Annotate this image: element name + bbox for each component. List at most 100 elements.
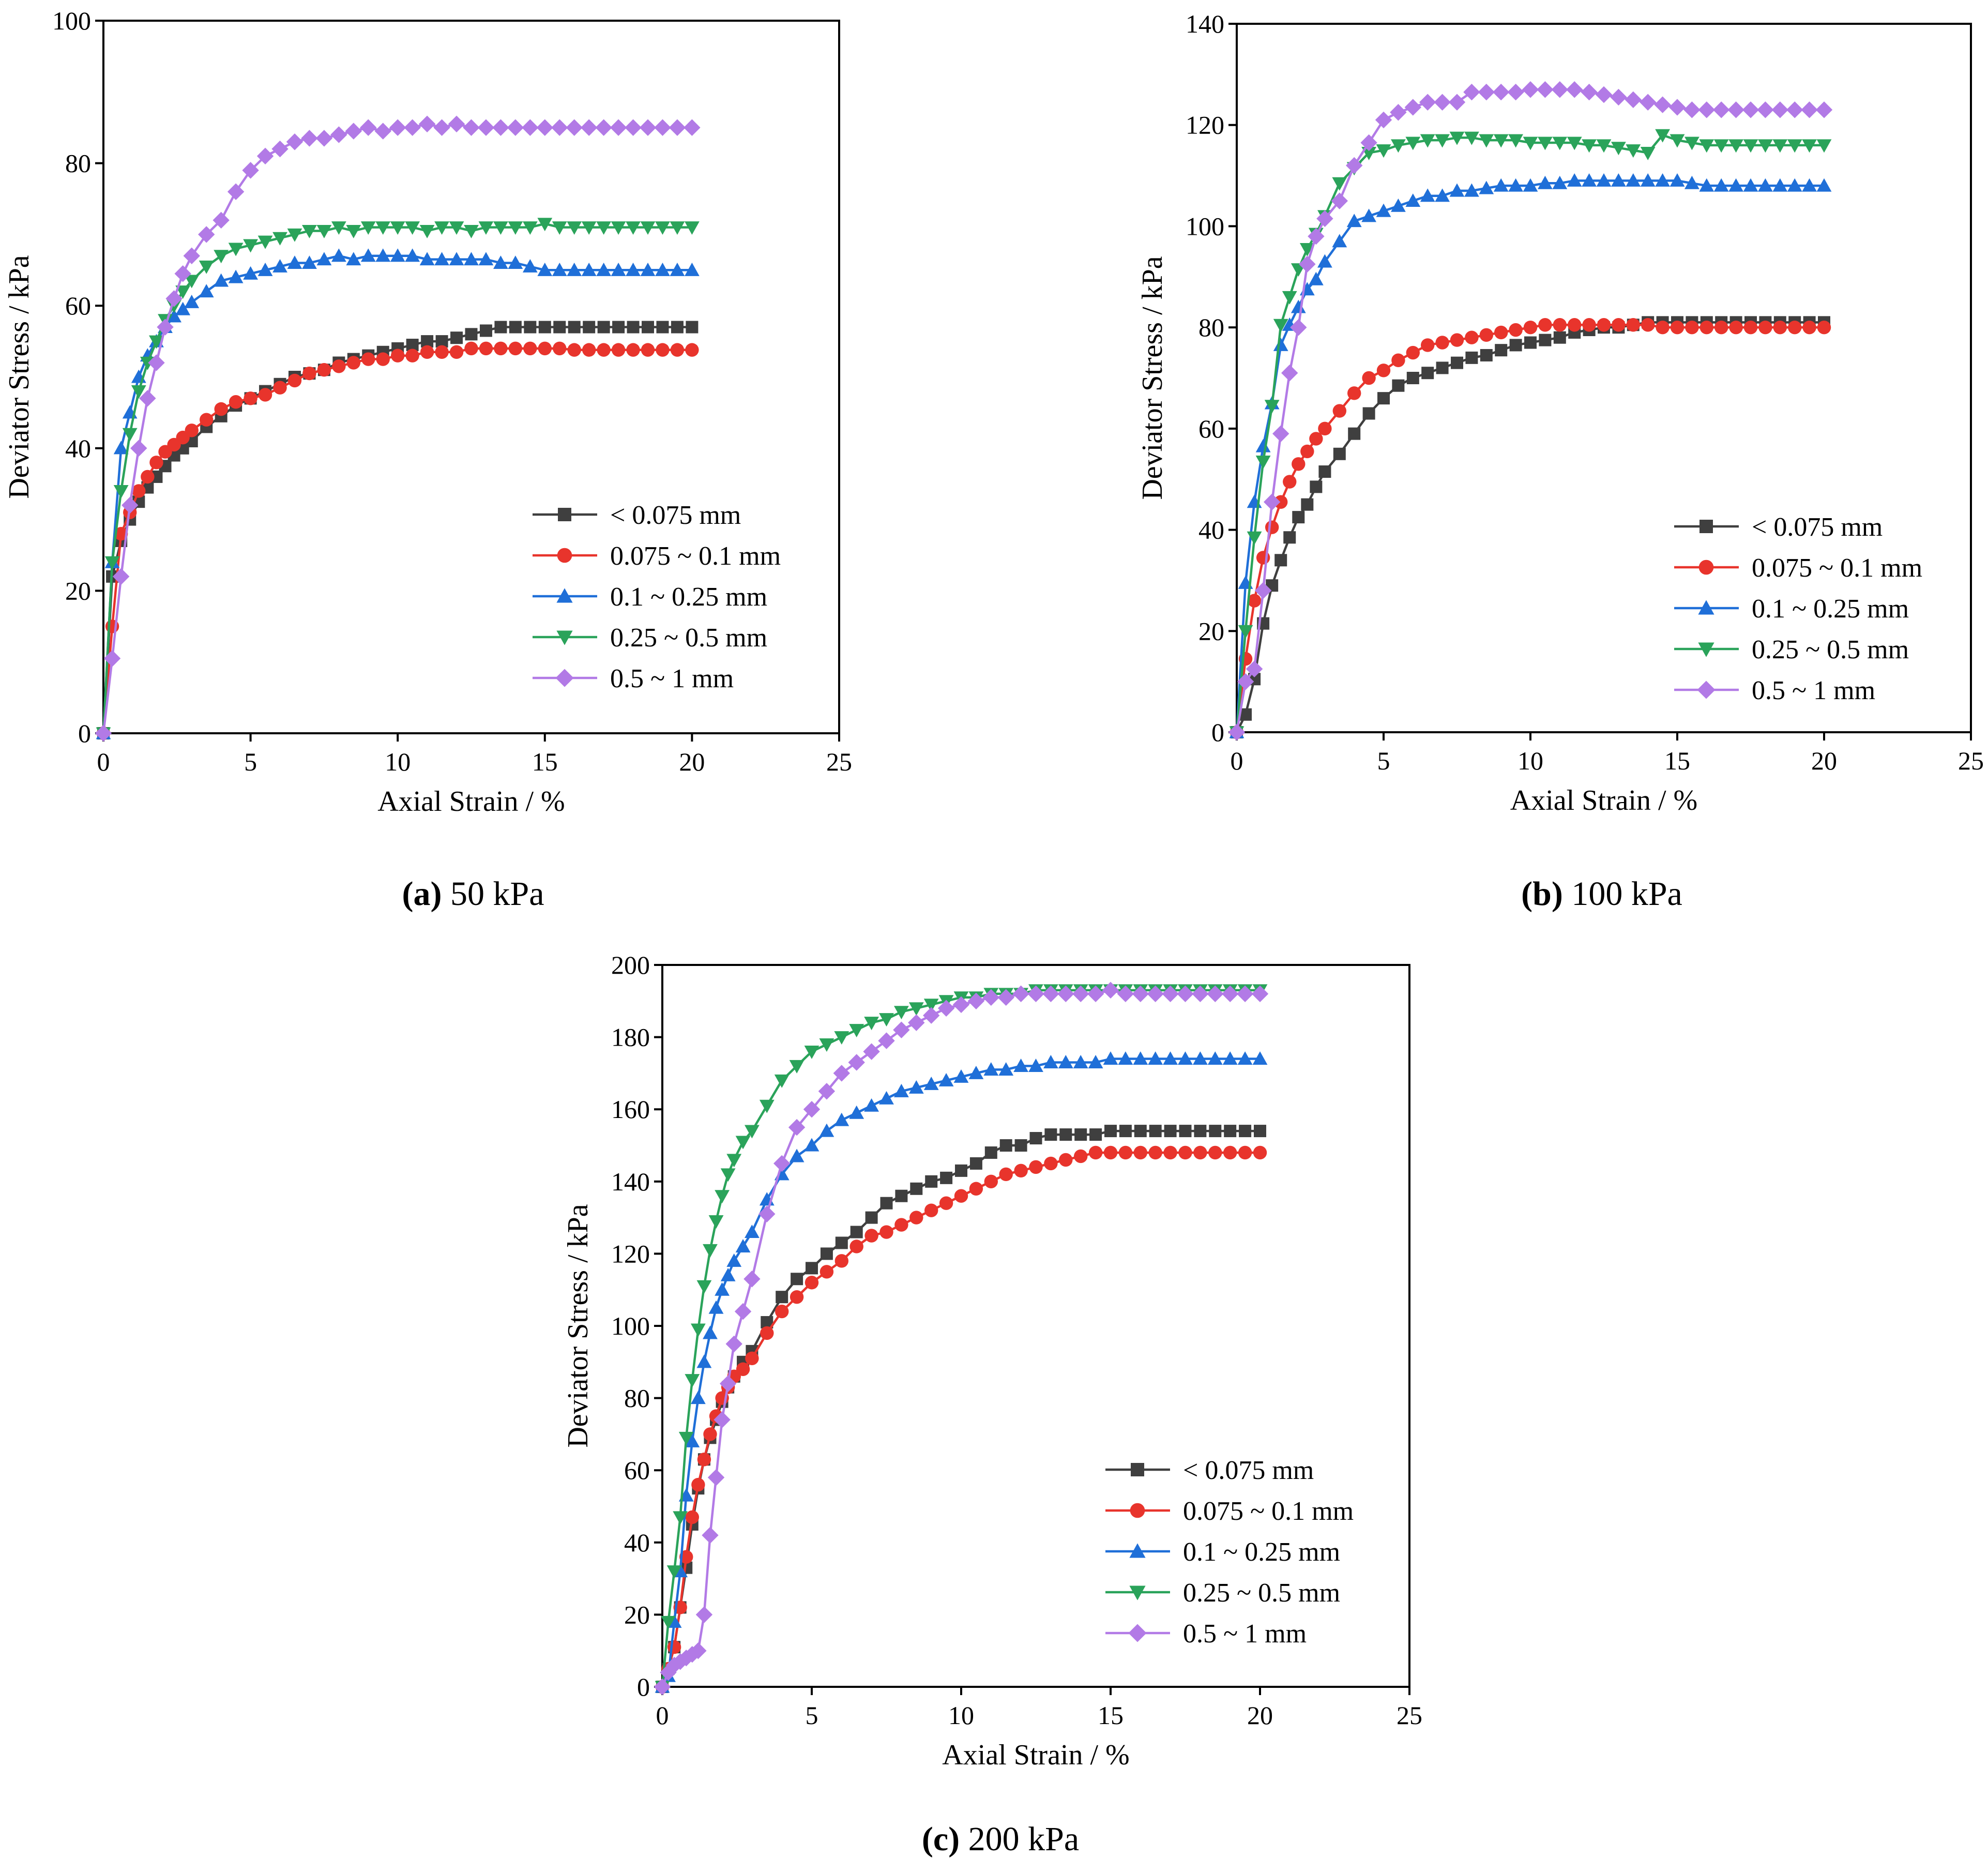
data-point	[566, 119, 583, 136]
data-point	[553, 321, 566, 334]
data-point	[1274, 495, 1288, 509]
data-point	[214, 402, 228, 416]
data-point	[1133, 1145, 1147, 1160]
data-point	[1362, 407, 1375, 420]
data-point	[1088, 1145, 1103, 1160]
data-point	[864, 1098, 879, 1112]
data-point	[894, 1218, 908, 1232]
legend-marker	[555, 669, 574, 687]
data-point	[719, 1375, 737, 1392]
data-point	[332, 359, 346, 373]
data-point	[1553, 318, 1567, 332]
data-point	[1743, 139, 1758, 153]
data-point	[1316, 210, 1333, 227]
data-point	[346, 356, 361, 370]
data-point	[420, 345, 434, 359]
data-point	[478, 252, 494, 266]
data-point	[690, 1323, 706, 1337]
data-point	[1713, 101, 1730, 118]
data-point	[1254, 1125, 1266, 1138]
data-point	[1641, 318, 1655, 332]
x-axis-label: Axial Strain / %	[942, 1739, 1129, 1771]
legend-label: 0.1 ~ 0.25 mm	[610, 582, 767, 612]
data-point	[1273, 319, 1288, 333]
data-point	[1612, 318, 1626, 332]
data-point	[1699, 139, 1714, 153]
y-tick-label: 120	[1186, 111, 1224, 140]
data-point	[999, 1167, 1013, 1182]
data-point	[1406, 372, 1419, 384]
data-point	[1582, 173, 1597, 187]
data-point	[1377, 392, 1390, 405]
data-point	[122, 428, 138, 442]
series-4	[96, 218, 700, 741]
series-line	[1235, 324, 1824, 733]
data-point	[1331, 192, 1348, 209]
data-point	[745, 1125, 760, 1139]
data-point	[695, 1606, 713, 1623]
data-point	[229, 395, 243, 409]
data-point	[1274, 554, 1287, 567]
data-point	[103, 650, 121, 667]
data-point	[1238, 1145, 1252, 1160]
data-point	[849, 1024, 864, 1038]
legend-label: 0.075 ~ 0.1 mm	[1752, 553, 1922, 583]
data-point	[1103, 1145, 1118, 1160]
data-point	[175, 285, 191, 299]
legend-marker	[1698, 600, 1714, 615]
y-tick-label: 80	[1198, 313, 1224, 342]
data-point	[999, 1139, 1012, 1152]
data-point	[678, 1431, 694, 1445]
data-point	[1237, 1051, 1253, 1065]
data-point	[184, 275, 200, 289]
data-point	[1817, 320, 1831, 335]
x-tick-label: 10	[1517, 746, 1543, 775]
legend-label: 0.1 ~ 0.25 mm	[1183, 1537, 1340, 1567]
data-point	[1699, 320, 1713, 335]
data-point	[553, 341, 567, 356]
data-point	[537, 218, 553, 232]
data-point	[908, 1002, 924, 1016]
data-point	[1551, 81, 1568, 98]
legend-label: 0.25 ~ 0.5 mm	[610, 623, 767, 653]
data-point	[508, 341, 523, 356]
data-point	[435, 345, 449, 359]
data-point	[1133, 1051, 1148, 1065]
data-point	[507, 119, 524, 136]
x-tick-label: 5	[806, 1701, 818, 1730]
series-5	[654, 981, 1269, 1696]
data-point	[1743, 320, 1758, 335]
data-point	[1758, 178, 1773, 192]
data-point	[1117, 985, 1134, 1003]
data-point	[302, 224, 317, 238]
data-point	[666, 1565, 682, 1579]
y-tick-label: 20	[1198, 616, 1224, 645]
data-point	[849, 1240, 863, 1253]
data-point	[1464, 131, 1479, 145]
data-point	[703, 1325, 718, 1339]
data-point	[214, 250, 229, 264]
data-point	[686, 321, 699, 334]
data-point	[804, 1046, 820, 1059]
data-point	[257, 235, 273, 249]
data-point	[1493, 178, 1509, 192]
data-point	[611, 221, 626, 235]
data-point	[895, 1189, 908, 1202]
legend-label: < 0.075 mm	[1752, 512, 1883, 542]
data-point	[611, 262, 626, 276]
data-point	[1391, 353, 1405, 367]
x-tick-label: 20	[679, 747, 705, 776]
data-point	[1654, 96, 1671, 113]
data-point	[641, 343, 655, 357]
x-tick-label: 5	[244, 747, 257, 776]
data-point	[1042, 985, 1059, 1003]
data-point	[493, 255, 508, 269]
data-point	[736, 1362, 750, 1376]
data-point	[433, 119, 450, 136]
data-point	[1610, 88, 1627, 106]
data-point	[1264, 400, 1280, 414]
series-line	[661, 989, 1260, 1687]
data-point	[690, 1391, 706, 1404]
data-point	[404, 119, 421, 136]
data-point	[1507, 83, 1524, 101]
